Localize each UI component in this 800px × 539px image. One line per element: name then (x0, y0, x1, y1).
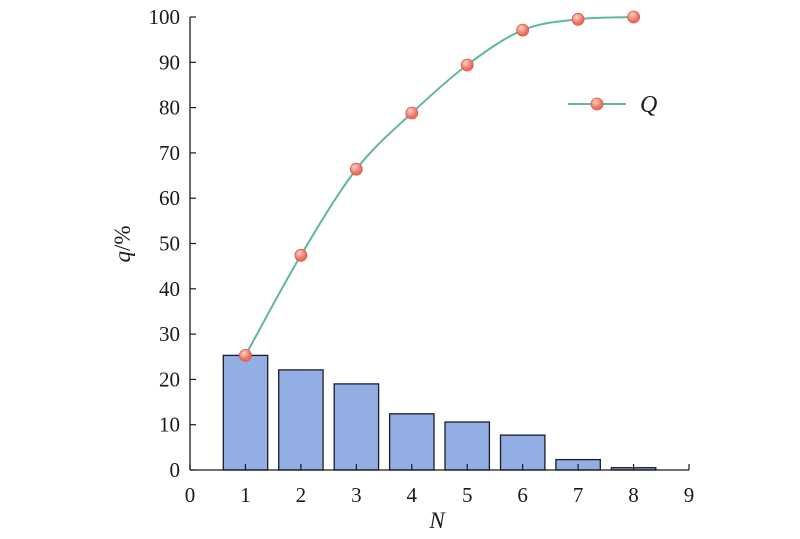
q-point-6 (516, 23, 530, 37)
y-tick-label: 30 (159, 322, 180, 346)
bar-4 (388, 413, 435, 471)
legend: Q (568, 92, 657, 118)
x-tick-label: 1 (240, 483, 251, 507)
q-point-3 (349, 162, 363, 176)
x-tick-label: 0 (185, 483, 196, 507)
q-point-7 (571, 12, 585, 26)
legend-label-q: Q (640, 92, 657, 118)
x-tick-label: 2 (296, 483, 307, 507)
bar-1 (222, 354, 269, 471)
x-tick-label: 5 (462, 483, 473, 507)
x-tick-group: 0 1 2 3 4 5 6 7 8 9 (185, 464, 695, 507)
bar-5 (444, 421, 491, 471)
x-tick-label: 8 (628, 483, 639, 507)
q-point-2 (294, 248, 308, 262)
y-tick-label: 80 (159, 96, 180, 120)
q-point-5 (460, 58, 474, 72)
y-axis-variable: q (110, 251, 135, 263)
x-tick-label: 6 (517, 483, 528, 507)
y-tick-label: 70 (159, 141, 180, 165)
bar-2 (278, 369, 324, 471)
x-tick-label: 3 (351, 483, 362, 507)
y-tick-label: 50 (159, 232, 180, 256)
y-tick-group: 0 10 20 30 40 50 60 70 80 90 100 (149, 5, 196, 482)
q-point-8 (627, 10, 640, 24)
y-tick-label: 10 (159, 413, 180, 437)
y-tick-label: 0 (170, 458, 181, 482)
legend-marker-swatch (590, 97, 604, 111)
y-tick-label: 60 (159, 186, 180, 210)
x-axis-title: N (428, 508, 446, 533)
y-tick-label: 90 (159, 50, 180, 74)
x-tick-label: 7 (573, 483, 584, 507)
y-axis-title: q/% (110, 225, 135, 262)
q-point-4 (405, 106, 419, 120)
y-tick-label: 20 (159, 367, 180, 391)
y-tick-label: 40 (159, 277, 180, 301)
x-tick-label: 4 (407, 483, 418, 507)
q-line-group (238, 10, 640, 362)
y-tick-label: 100 (149, 5, 181, 29)
q-series-line (244, 16, 634, 356)
bar-group (222, 354, 657, 471)
q-point-1 (238, 348, 252, 362)
bar-3 (333, 383, 380, 471)
x-tick-label: 9 (684, 483, 695, 507)
y-axis-unit: /% (110, 225, 135, 251)
